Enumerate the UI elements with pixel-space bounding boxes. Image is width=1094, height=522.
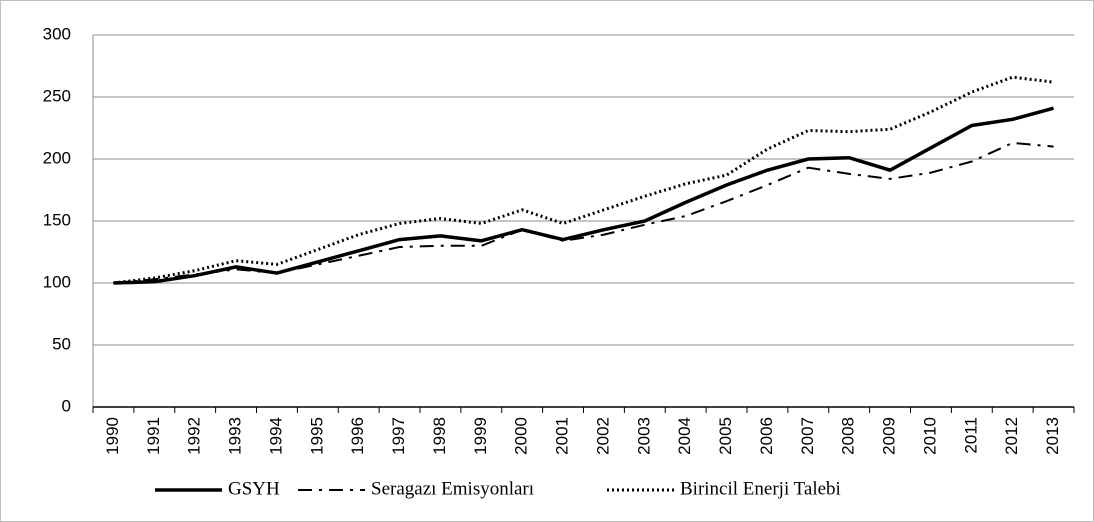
x-tick-label: 2001 bbox=[553, 417, 572, 455]
x-tick-label: 2012 bbox=[1002, 417, 1021, 455]
x-tick-label: 1992 bbox=[185, 417, 204, 455]
x-tick-label: 2004 bbox=[675, 417, 694, 455]
x-tick-label: 2011 bbox=[961, 417, 980, 454]
legend-label: Seragazı Emisyonları bbox=[371, 478, 534, 499]
x-tick-label: 2005 bbox=[716, 417, 735, 455]
x-tick-label: 2002 bbox=[593, 417, 612, 455]
legend-label: Birincil Enerji Talebi bbox=[680, 478, 841, 499]
series-line bbox=[113, 75, 1054, 285]
x-tick-label: 2010 bbox=[920, 417, 939, 455]
y-tick-label: 0 bbox=[62, 396, 71, 415]
y-tick-label: 100 bbox=[43, 272, 71, 291]
x-tick-label: 2007 bbox=[798, 417, 817, 455]
x-tick-label: 1999 bbox=[471, 417, 490, 455]
y-tick-label: 200 bbox=[43, 148, 71, 167]
x-tick-label: 1994 bbox=[266, 417, 285, 455]
x-tick-label: 2000 bbox=[512, 417, 531, 455]
y-tick-label: 250 bbox=[43, 86, 71, 105]
x-tick-label: 2003 bbox=[634, 417, 653, 455]
y-tick-label: 300 bbox=[43, 24, 71, 43]
x-tick-label: 1996 bbox=[348, 417, 367, 455]
x-tick-label: 2013 bbox=[1043, 417, 1062, 455]
x-tick-label: 1993 bbox=[226, 417, 245, 455]
x-tick-label: 1991 bbox=[144, 417, 163, 455]
x-tick-label: 2008 bbox=[839, 417, 858, 455]
legend-label: GSYH bbox=[228, 478, 280, 499]
series-line bbox=[113, 141, 1054, 284]
x-tick-label: 2006 bbox=[757, 417, 776, 455]
y-tick-label: 150 bbox=[43, 210, 71, 229]
x-tick-label: 2009 bbox=[880, 417, 899, 455]
x-tick-label: 1997 bbox=[389, 417, 408, 455]
y-tick-label: 50 bbox=[52, 334, 71, 353]
x-tick-label: 1990 bbox=[103, 417, 122, 455]
x-tick-label: 1998 bbox=[430, 417, 449, 455]
x-tick-label: 1995 bbox=[307, 417, 326, 455]
legend: GSYH Seragazı Emisyonları Birincil Enerji … bbox=[155, 478, 841, 499]
